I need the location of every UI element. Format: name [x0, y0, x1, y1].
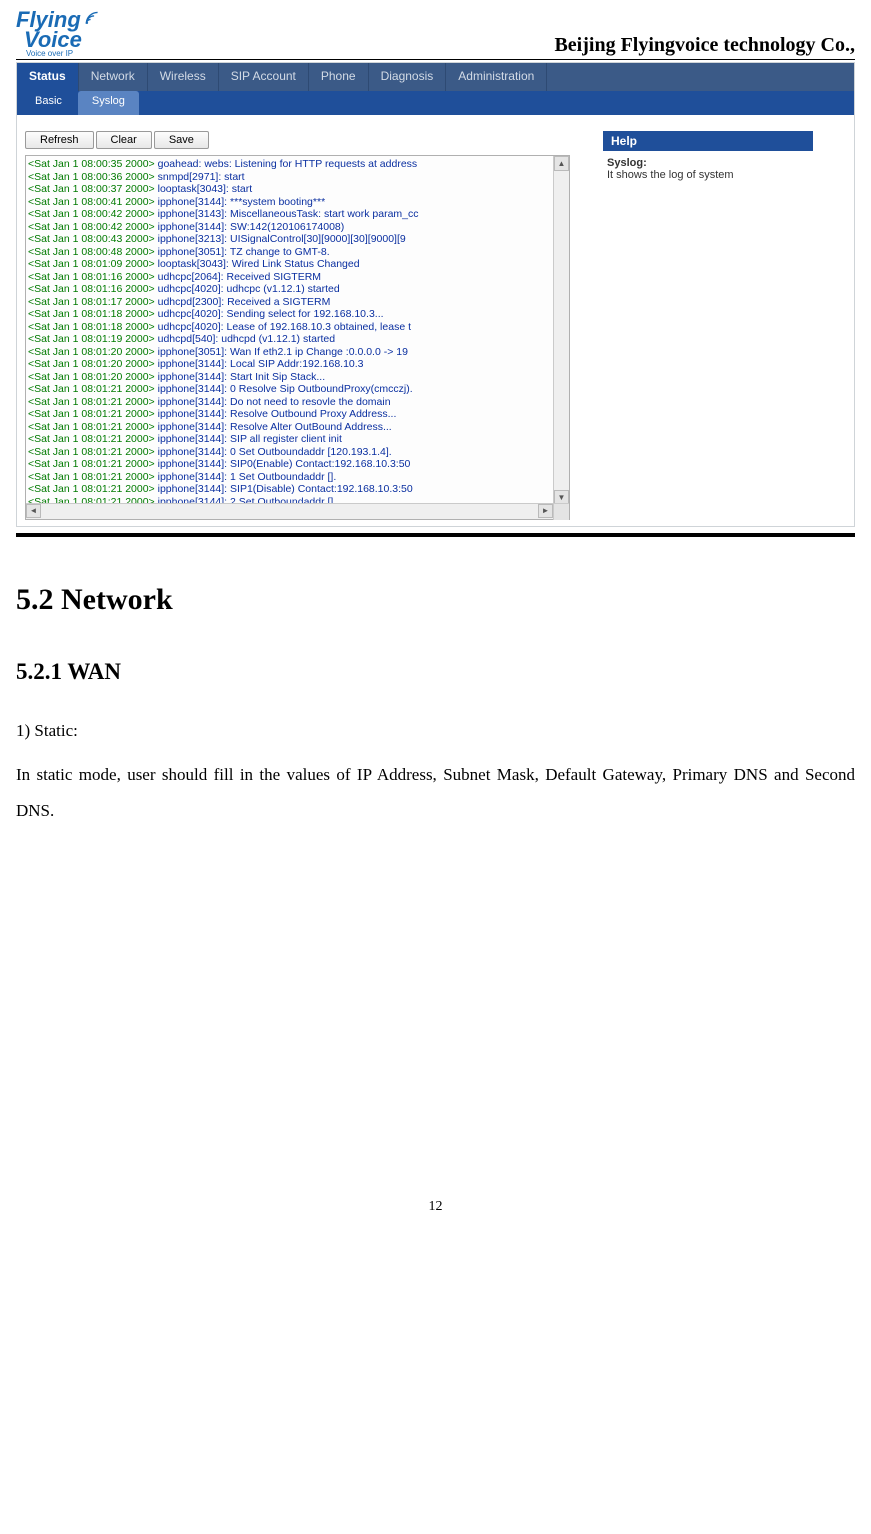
- main-tabs: StatusNetworkWirelessSIP AccountPhoneDia…: [17, 63, 854, 91]
- log-line: <Sat Jan 1 08:01:19 2000> udhcpd[540]: u…: [28, 333, 569, 346]
- tab-network[interactable]: Network: [79, 63, 148, 91]
- button-row: RefreshClearSave: [25, 131, 575, 149]
- help-text: It shows the log of system: [607, 169, 809, 181]
- log-line: <Sat Jan 1 08:00:43 2000> ipphone[3213]:…: [28, 233, 569, 246]
- subtab-basic[interactable]: Basic: [21, 91, 76, 115]
- tab-sip-account[interactable]: SIP Account: [219, 63, 309, 91]
- subsection-heading: 5.2.1 WAN: [16, 659, 855, 685]
- scroll-left-icon[interactable]: ◄: [26, 504, 41, 518]
- refresh-button[interactable]: Refresh: [25, 131, 94, 149]
- help-body: Syslog: It shows the log of system: [603, 151, 813, 187]
- section-divider: [16, 533, 855, 537]
- log-line: <Sat Jan 1 08:01:21 2000> ipphone[3144]:…: [28, 421, 569, 434]
- scroll-up-icon[interactable]: ▲: [554, 156, 569, 171]
- scroll-right-icon[interactable]: ►: [538, 504, 553, 518]
- log-line: <Sat Jan 1 08:01:17 2000> udhcpd[2300]: …: [28, 296, 569, 309]
- logo: Flying Voice Voice over IP: [16, 10, 99, 57]
- tab-wireless[interactable]: Wireless: [148, 63, 219, 91]
- page: Flying Voice Voice over IP Beijing Flyin…: [0, 0, 871, 1235]
- log-line: <Sat Jan 1 08:01:20 2000> ipphone[3051]:…: [28, 346, 569, 359]
- log-line: <Sat Jan 1 08:01:18 2000> udhcpc[4020]: …: [28, 321, 569, 334]
- syslog-textarea[interactable]: <Sat Jan 1 08:00:35 2000> goahead: webs:…: [25, 155, 570, 520]
- admin-ui-screenshot: StatusNetworkWirelessSIP AccountPhoneDia…: [16, 62, 855, 527]
- log-line: <Sat Jan 1 08:01:09 2000> looptask[3043]…: [28, 258, 569, 271]
- log-line: <Sat Jan 1 08:01:21 2000> ipphone[3144]:…: [28, 483, 569, 496]
- wifi-icon: [85, 11, 99, 25]
- logo-text-voice: Voice: [24, 30, 99, 50]
- content-row: RefreshClearSave <Sat Jan 1 08:00:35 200…: [17, 115, 854, 526]
- log-line: <Sat Jan 1 08:01:18 2000> udhcpc[4020]: …: [28, 308, 569, 321]
- item-heading: 1) Static:: [16, 721, 855, 741]
- help-label: Syslog:: [607, 157, 809, 169]
- vertical-scrollbar[interactable]: ▲ ▼: [553, 156, 569, 505]
- log-content: <Sat Jan 1 08:00:35 2000> goahead: webs:…: [26, 156, 569, 505]
- tab-administration[interactable]: Administration: [446, 63, 547, 91]
- log-line: <Sat Jan 1 08:01:21 2000> ipphone[3144]:…: [28, 433, 569, 446]
- horizontal-scrollbar[interactable]: ◄ ►: [26, 503, 569, 519]
- logo-tagline: Voice over IP: [26, 50, 99, 57]
- log-line: <Sat Jan 1 08:01:21 2000> ipphone[3144]:…: [28, 408, 569, 421]
- log-line: <Sat Jan 1 08:01:20 2000> ipphone[3144]:…: [28, 358, 569, 371]
- log-line: <Sat Jan 1 08:01:21 2000> ipphone[3144]:…: [28, 458, 569, 471]
- log-line: <Sat Jan 1 08:01:20 2000> ipphone[3144]:…: [28, 371, 569, 384]
- paragraph: In static mode, user should fill in the …: [16, 757, 855, 828]
- section-heading: 5.2 Network: [16, 583, 855, 617]
- page-number: 12: [16, 1199, 855, 1215]
- document-body: 5.2 Network 5.2.1 WAN 1) Static: In stat…: [16, 583, 855, 828]
- help-panel: Help Syslog: It shows the log of system: [603, 131, 813, 187]
- save-button[interactable]: Save: [154, 131, 209, 149]
- tab-diagnosis[interactable]: Diagnosis: [369, 63, 447, 91]
- tab-status[interactable]: Status: [17, 63, 79, 91]
- log-line: <Sat Jan 1 08:00:41 2000> ipphone[3144]:…: [28, 196, 569, 209]
- log-line: <Sat Jan 1 08:00:48 2000> ipphone[3051]:…: [28, 246, 569, 259]
- subtab-syslog[interactable]: Syslog: [78, 91, 139, 115]
- log-line: <Sat Jan 1 08:01:16 2000> udhcpc[2064]: …: [28, 271, 569, 284]
- help-header: Help: [603, 131, 813, 151]
- log-line: <Sat Jan 1 08:01:21 2000> ipphone[3144]:…: [28, 471, 569, 484]
- log-line: <Sat Jan 1 08:01:21 2000> ipphone[3144]:…: [28, 383, 569, 396]
- page-header: Flying Voice Voice over IP Beijing Flyin…: [16, 10, 855, 60]
- log-line: <Sat Jan 1 08:00:36 2000> snmpd[2971]: s…: [28, 171, 569, 184]
- log-panel: RefreshClearSave <Sat Jan 1 08:00:35 200…: [25, 131, 575, 520]
- log-line: <Sat Jan 1 08:00:42 2000> ipphone[3143]:…: [28, 208, 569, 221]
- tab-phone[interactable]: Phone: [309, 63, 369, 91]
- sub-tabs: BasicSyslog: [17, 91, 854, 115]
- log-line: <Sat Jan 1 08:00:35 2000> goahead: webs:…: [28, 158, 569, 171]
- log-line: <Sat Jan 1 08:00:37 2000> looptask[3043]…: [28, 183, 569, 196]
- company-name: Beijing Flyingvoice technology Co.,: [554, 34, 855, 57]
- log-line: <Sat Jan 1 08:01:21 2000> ipphone[3144]:…: [28, 396, 569, 409]
- log-line: <Sat Jan 1 08:01:21 2000> ipphone[3144]:…: [28, 446, 569, 459]
- scroll-corner: [553, 504, 569, 520]
- log-line: <Sat Jan 1 08:00:42 2000> ipphone[3144]:…: [28, 221, 569, 234]
- log-line: <Sat Jan 1 08:01:16 2000> udhcpc[4020]: …: [28, 283, 569, 296]
- clear-button[interactable]: Clear: [96, 131, 152, 149]
